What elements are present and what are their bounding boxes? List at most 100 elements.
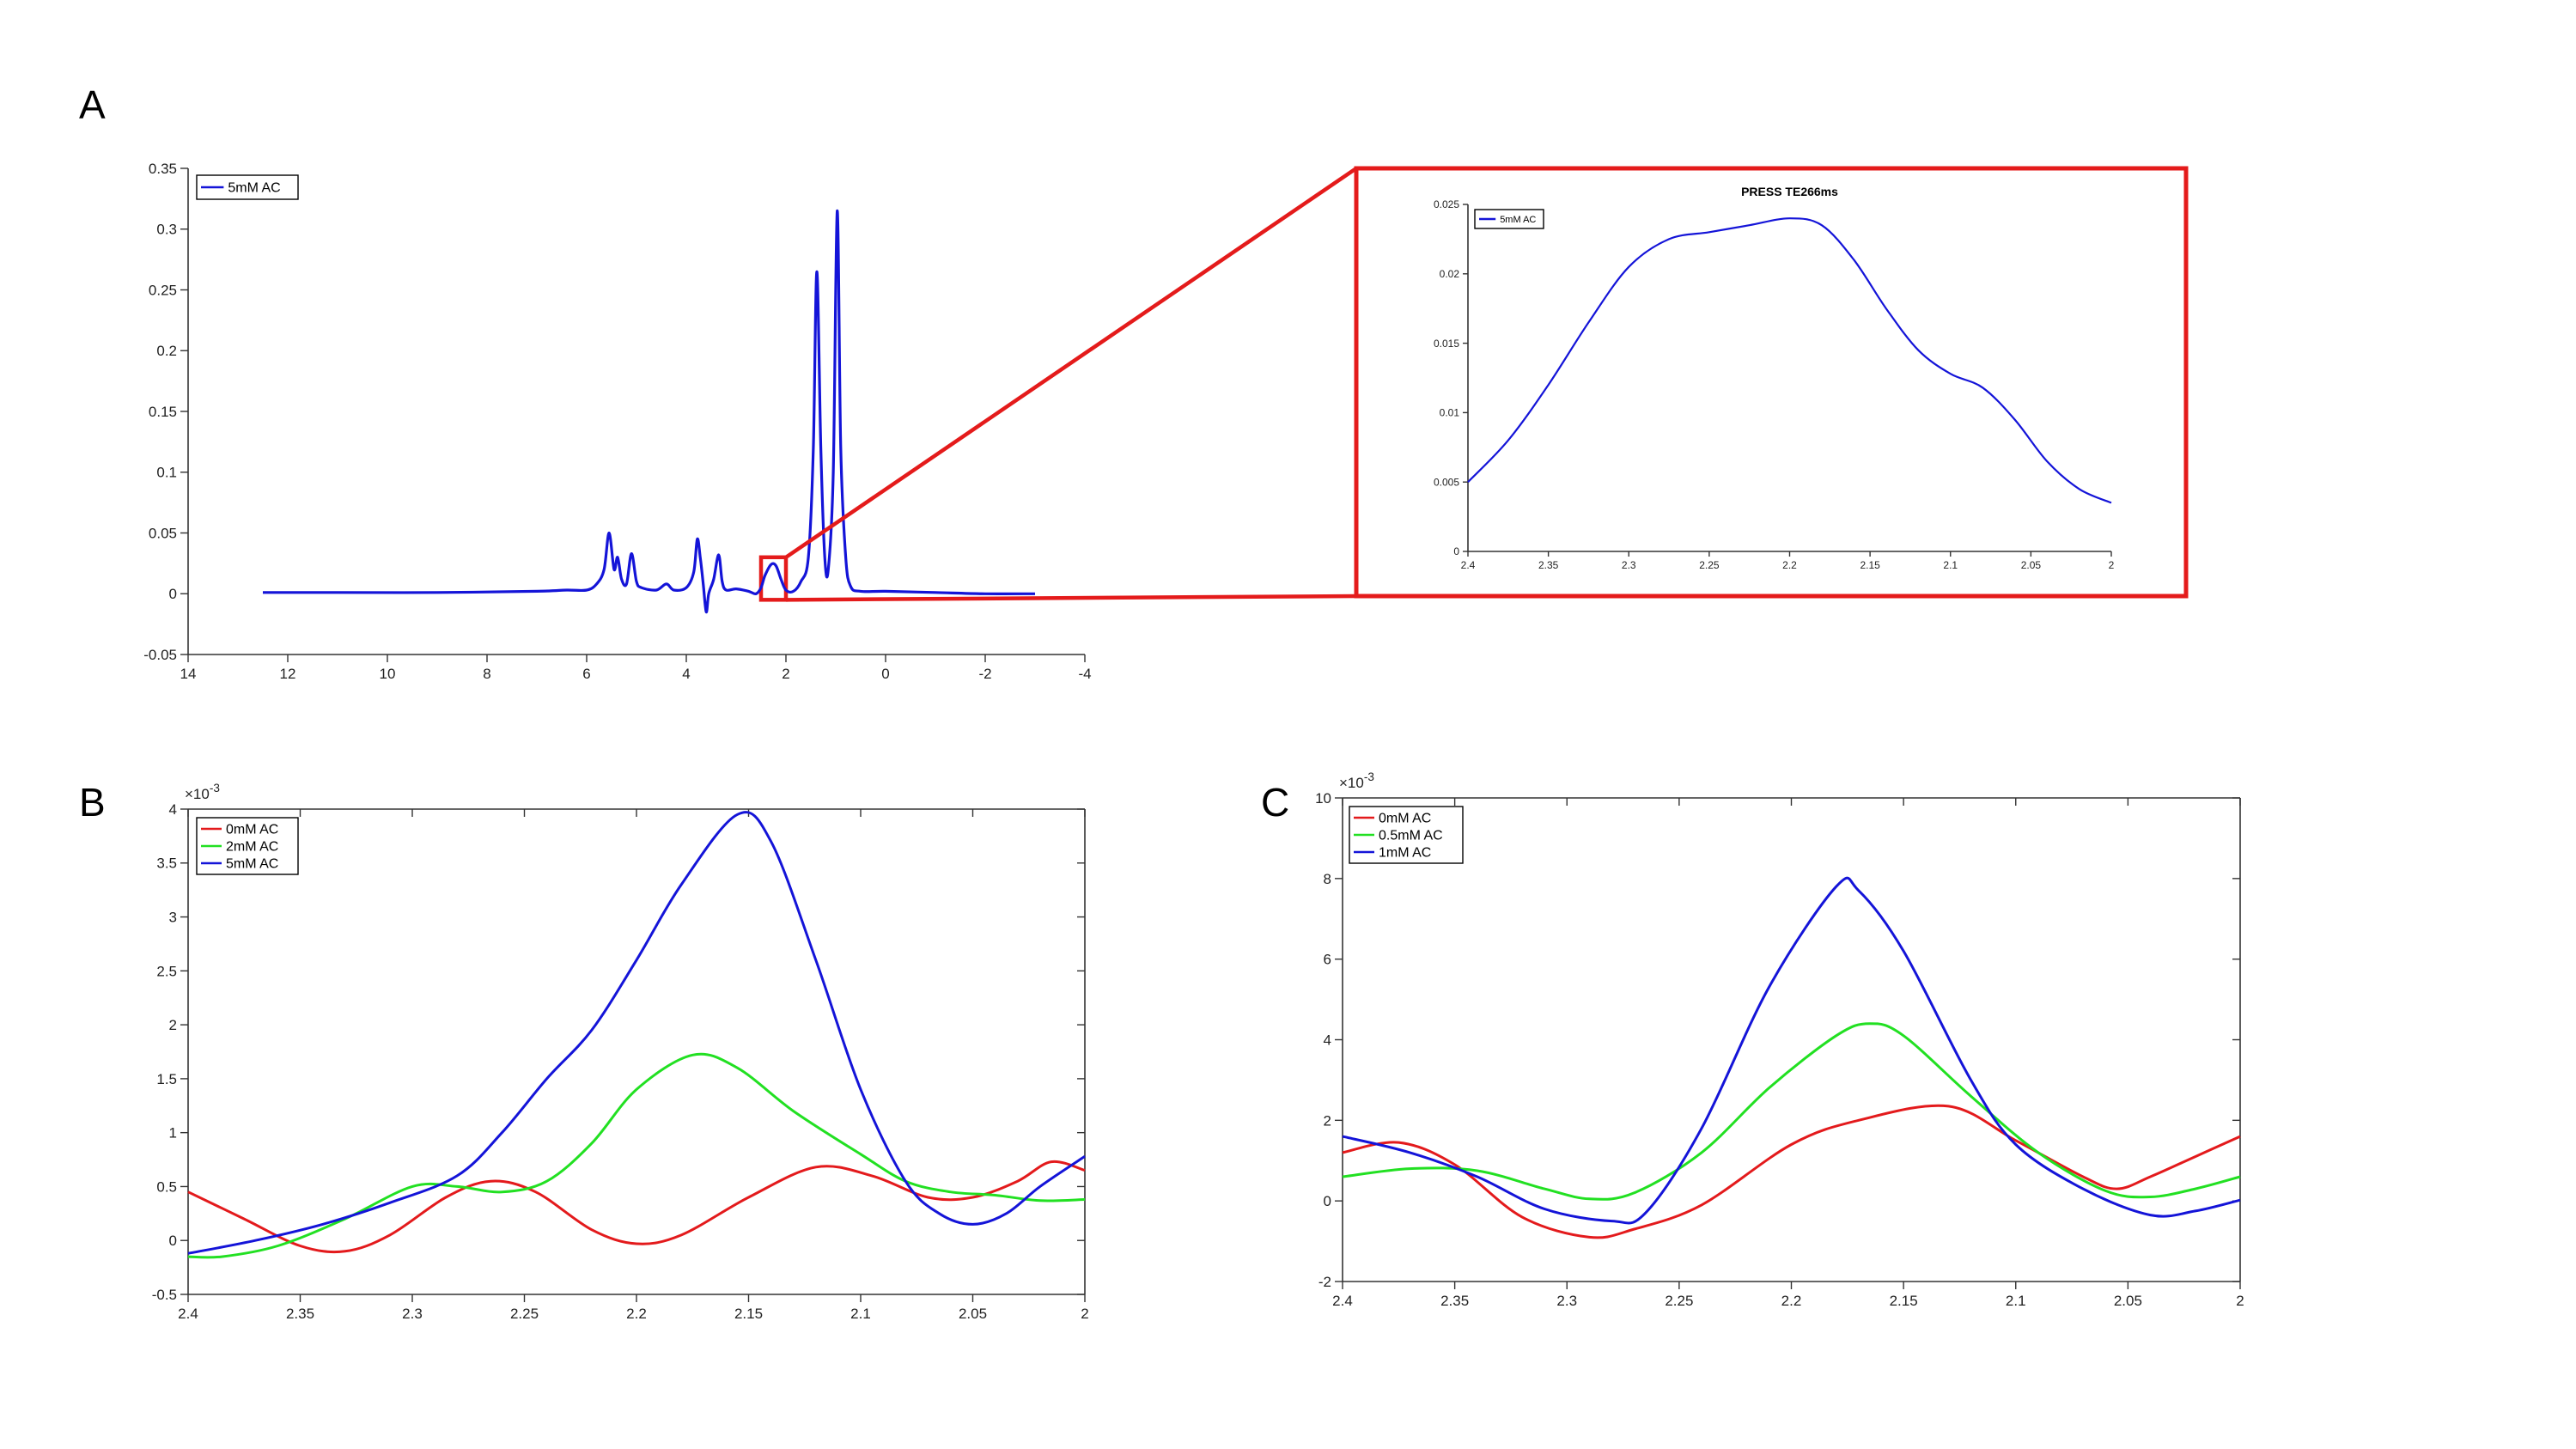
x-tick-label: 2.35 xyxy=(1440,1293,1469,1309)
y-tick-label: 1.5 xyxy=(156,1071,177,1087)
series-line-5mm-ac xyxy=(187,811,1086,1255)
zoom-connector-upper xyxy=(784,167,1358,559)
y-tick-label: 0.25 xyxy=(149,282,177,298)
legend-label: 5mM AC xyxy=(226,857,278,872)
x-tick-label: 12 xyxy=(280,666,296,682)
y-tick-label: 0.15 xyxy=(149,404,177,420)
axis-scale-exponent: -3 xyxy=(1364,770,1374,783)
y-tick-label: 0.2 xyxy=(156,343,177,359)
zoom-connector-lines xyxy=(784,167,1358,602)
x-tick-label: -2 xyxy=(978,666,991,682)
x-tick-label: 2.05 xyxy=(2021,559,2042,571)
x-tick-label: 8 xyxy=(483,666,490,682)
x-tick-label: 2.1 xyxy=(850,1306,871,1322)
y-tick-label: 2 xyxy=(1324,1112,1331,1129)
y-tick-label: 10 xyxy=(1315,790,1331,807)
y-tick-label: 3 xyxy=(169,910,177,926)
legend-label: 5mM AC xyxy=(1500,215,1536,225)
x-tick-label: 2.3 xyxy=(1622,559,1636,571)
legend-label: 1mM AC xyxy=(1379,846,1431,861)
y-tick-label: 2 xyxy=(169,1017,177,1033)
chart-panel-c: 2.4 2.35 2.3 2.25 2.2 2.15 2.1 2.05 2-20246810×1… xyxy=(1315,770,2244,1309)
legend-label: 0mM AC xyxy=(1379,812,1431,826)
x-tick-label: 2.2 xyxy=(1781,1293,1802,1309)
y-tick-label: 0.025 xyxy=(1434,198,1459,210)
zoom-connector-lower xyxy=(785,594,1357,602)
y-tick-label: 4 xyxy=(169,801,177,818)
series-line-1mm-ac xyxy=(1342,876,2241,1225)
y-tick-label: 0 xyxy=(169,586,177,602)
x-tick-label: 2 xyxy=(2109,559,2115,571)
y-tick-label: 2.5 xyxy=(156,963,177,979)
x-tick-label: 2 xyxy=(782,666,789,682)
chart-panel-a-inset: 2.4 2.35 2.3 2.25 2.2 2.15 2.1 2.05 2 0 0.005 0.01 0… xyxy=(1434,185,2115,571)
legend-label: 2mM AC xyxy=(226,840,278,855)
axis-scale-exponent: -3 xyxy=(210,782,220,795)
x-tick-label: 2 xyxy=(2236,1293,2244,1309)
legend-box xyxy=(1474,209,1544,229)
y-tick-label: 1 xyxy=(169,1125,177,1142)
series-line-5mm-ac xyxy=(1467,217,2112,504)
x-tick-label: 14 xyxy=(180,666,197,682)
y-tick-label: 0 xyxy=(1453,545,1459,557)
y-tick-label: 4 xyxy=(1324,1032,1331,1048)
chart-panel-a-spectrum: 14 12 10 8 6 4 2 0 -2 -4 -0.05 0 0.05 0.1 0.15 0.2 0.25 0… xyxy=(143,161,1091,682)
legend-label: 0mM AC xyxy=(226,823,278,837)
x-tick-label: 2.35 xyxy=(286,1306,314,1322)
y-tick-label: 0 xyxy=(1324,1193,1331,1209)
x-tick-label: 0 xyxy=(881,666,889,682)
x-tick-label: -4 xyxy=(1078,666,1091,682)
y-tick-label: 3.5 xyxy=(156,855,177,872)
x-tick-label: 2.25 xyxy=(1699,559,1720,571)
x-tick-label: 2.15 xyxy=(1860,559,1880,571)
x-tick-label: 2.2 xyxy=(1782,559,1797,571)
y-tick-label: 0.3 xyxy=(156,222,177,238)
x-tick-label: 4 xyxy=(682,666,690,682)
y-tick-label: 8 xyxy=(1324,871,1331,887)
x-tick-label: 10 xyxy=(380,666,396,682)
y-tick-label: 0.05 xyxy=(149,525,177,541)
panel-label-b: B xyxy=(79,780,106,825)
y-tick-label: 0.5 xyxy=(156,1178,177,1195)
x-tick-label: 2.1 xyxy=(2006,1293,2026,1309)
x-tick-label: 2 xyxy=(1081,1306,1088,1322)
chart-title: PRESS TE266ms xyxy=(1741,185,1838,198)
y-tick-label: 0.01 xyxy=(1440,407,1460,419)
inset-frame xyxy=(1354,166,2189,599)
x-tick-label: 2.35 xyxy=(1538,559,1559,571)
chart-panel-b: 2.4 2.35 2.3 2.25 2.2 2.15 2.1 2.05 2 -0.5 0 0.5 1 1.… xyxy=(152,782,1089,1322)
legend-label: 5mM AC xyxy=(228,181,280,196)
series-line-0-5mm-ac xyxy=(1342,1022,2241,1201)
y-tick-label: 0.015 xyxy=(1434,338,1459,350)
x-tick-label: 2.3 xyxy=(1556,1293,1577,1309)
panel-label-c: C xyxy=(1261,780,1289,825)
x-tick-label: 2.1 xyxy=(1943,559,1958,571)
series-line-0mm-ac xyxy=(1342,1104,2241,1239)
y-tick-label: 6 xyxy=(1324,952,1331,968)
panel-label-a: A xyxy=(79,82,106,127)
x-tick-label: 2.15 xyxy=(734,1306,763,1322)
y-tick-label: -0.5 xyxy=(152,1287,177,1303)
x-tick-label: 2.4 xyxy=(1332,1293,1353,1309)
series-line-0mm-ac xyxy=(187,1160,1086,1254)
zoom-highlight-box xyxy=(758,555,789,602)
x-tick-label: 2.4 xyxy=(1461,559,1476,571)
x-tick-label: 2.05 xyxy=(2114,1293,2142,1309)
legend-label: 0.5mM AC xyxy=(1379,829,1443,843)
y-tick-label: 0.02 xyxy=(1440,268,1460,280)
x-tick-label: 2.3 xyxy=(402,1306,423,1322)
y-tick-label: 0.35 xyxy=(149,161,177,177)
y-tick-label: -0.05 xyxy=(143,647,177,663)
y-tick-label: -2 xyxy=(1318,1274,1331,1290)
x-tick-label: 2.4 xyxy=(178,1306,198,1322)
x-tick-label: 2.05 xyxy=(959,1306,987,1322)
y-tick-label: 0.005 xyxy=(1434,476,1459,488)
y-tick-label: 0 xyxy=(169,1233,177,1249)
x-tick-label: 2.2 xyxy=(626,1306,647,1322)
x-tick-label: 6 xyxy=(582,666,590,682)
x-tick-label: 2.25 xyxy=(510,1306,539,1322)
x-tick-label: 2.25 xyxy=(1665,1293,1693,1309)
series-line-5mm-ac xyxy=(263,209,1036,614)
